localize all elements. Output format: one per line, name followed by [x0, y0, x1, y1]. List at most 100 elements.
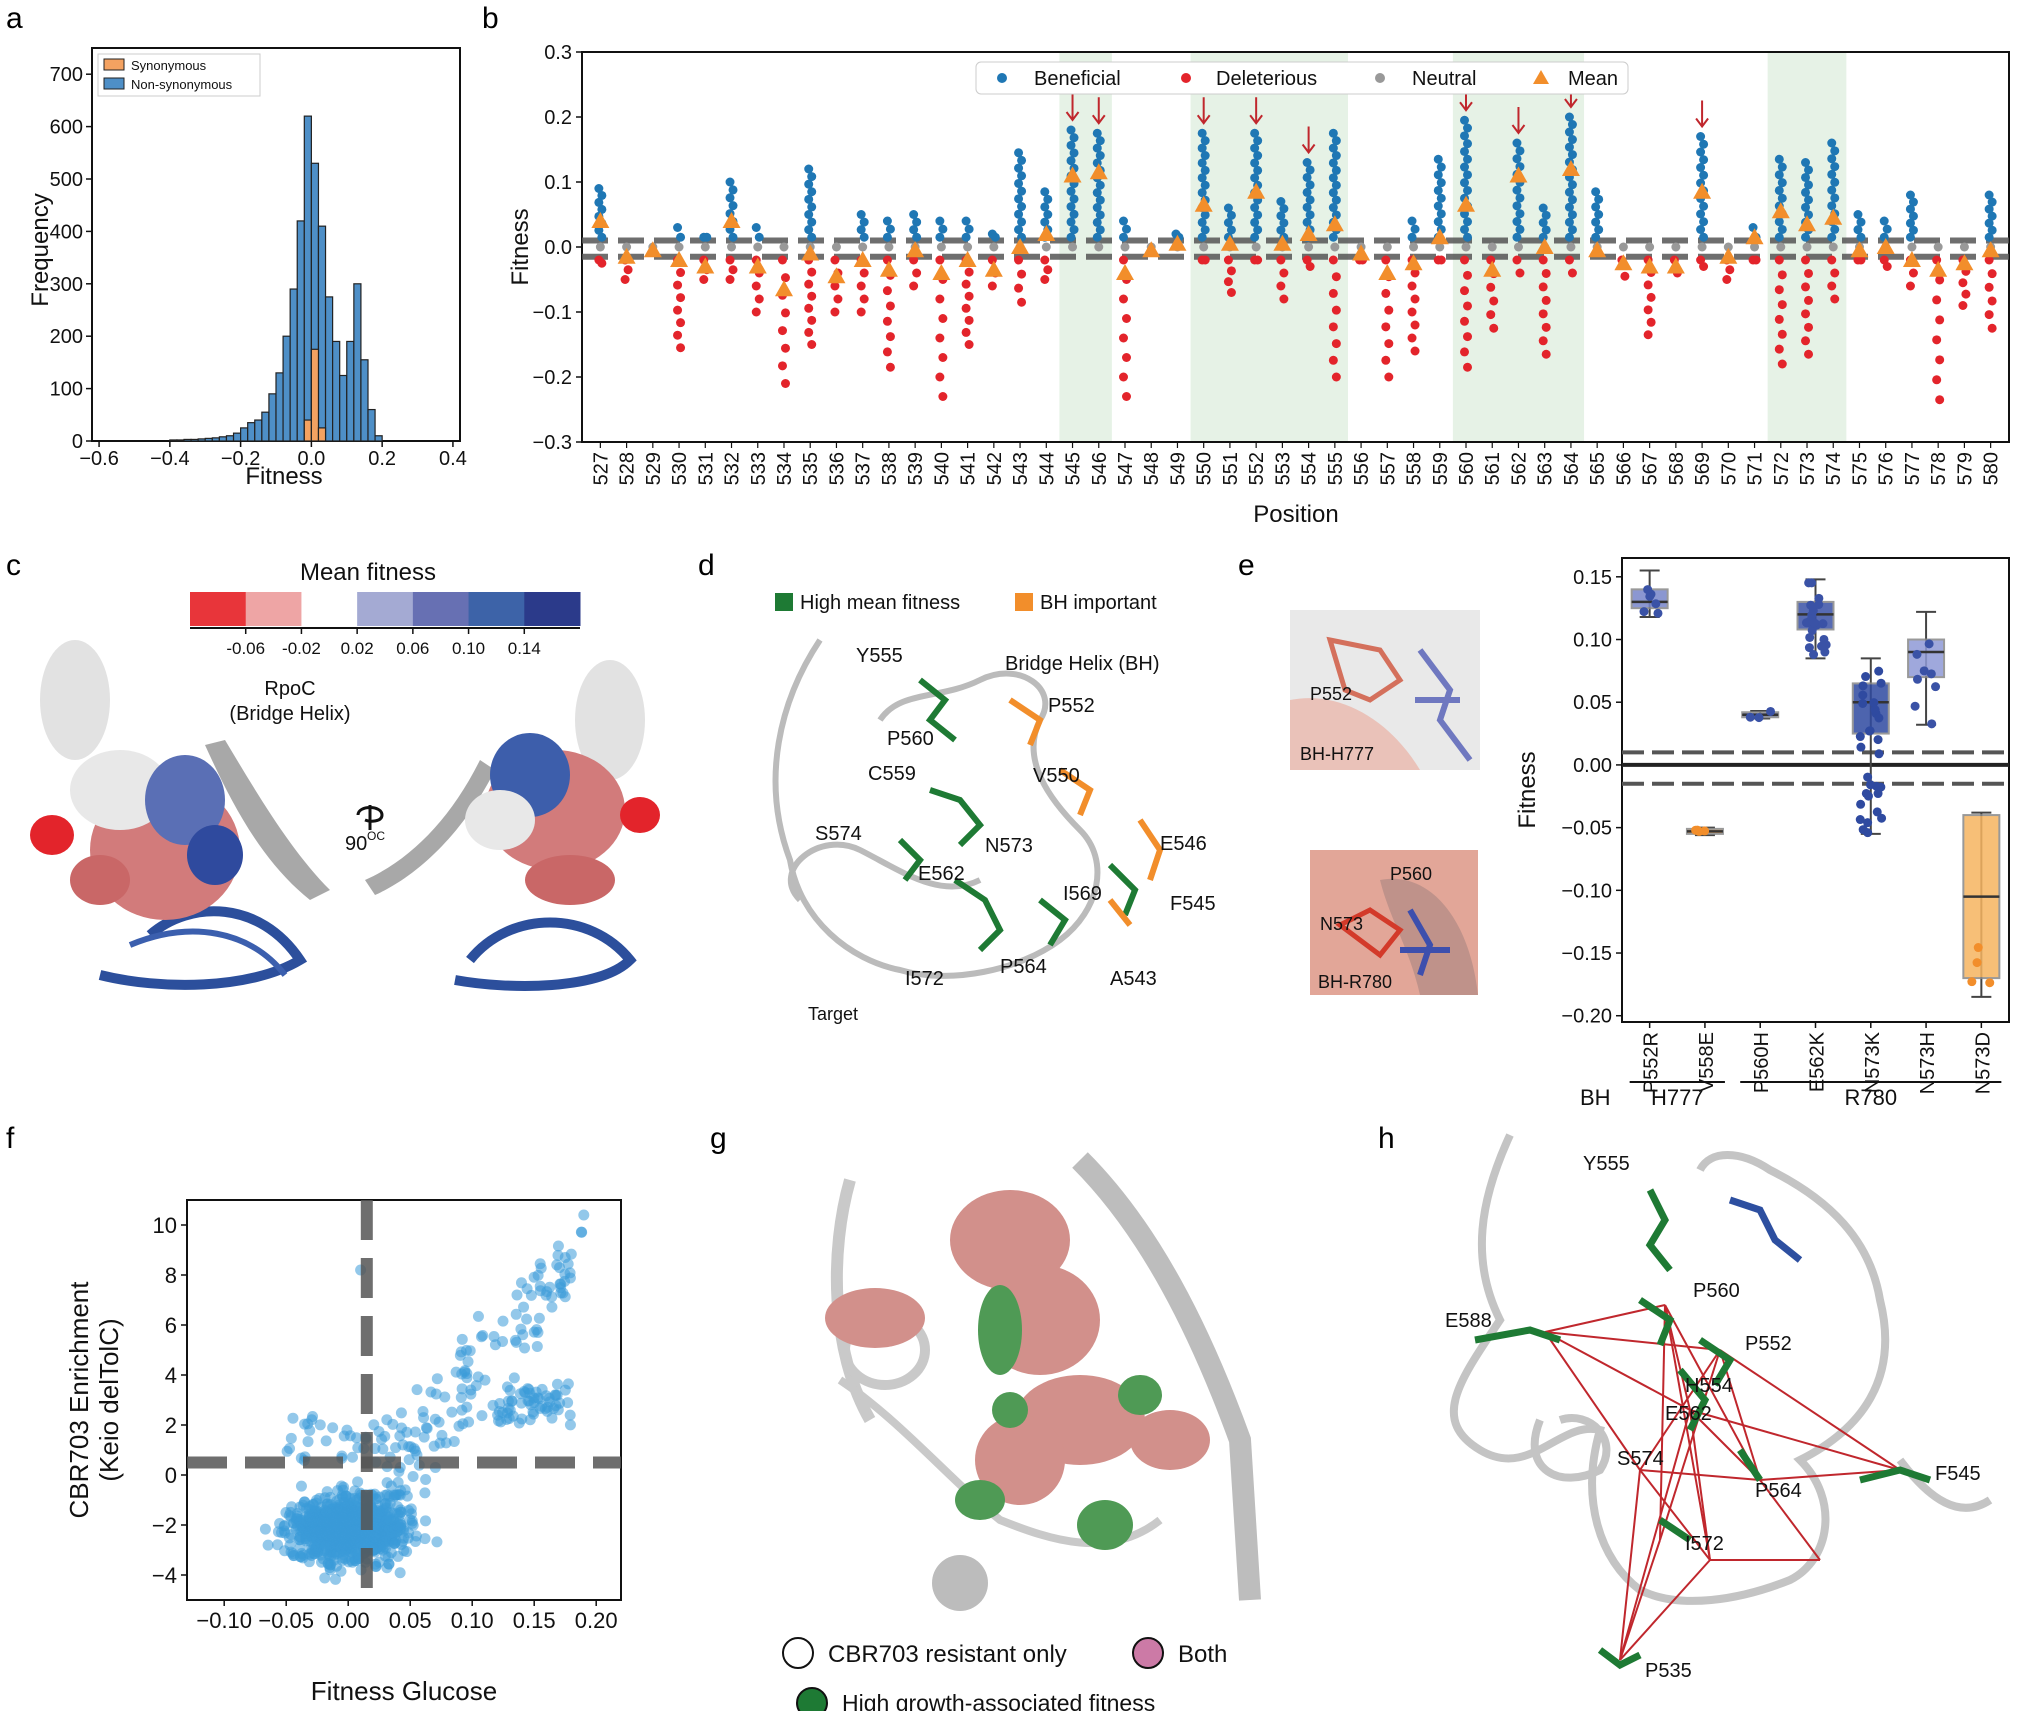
legend: Synonymous Non-synonymous [97, 53, 261, 97]
residue-label: P564 [1000, 956, 1047, 978]
bridge-helix-structure-panel: High mean fitness BH important Bridge He… [772, 592, 1216, 1024]
beneficial-point [1276, 211, 1286, 221]
scatter-point [519, 1342, 531, 1354]
inset-label: N573 [1320, 914, 1363, 934]
deleterious-point [1489, 323, 1499, 333]
mean-marker [1273, 234, 1292, 251]
arrow-head [1249, 114, 1263, 125]
deleterious-point [673, 330, 683, 340]
deleterious-point [964, 267, 974, 277]
scatter-point [308, 1540, 320, 1552]
scatter-point [550, 1389, 562, 1401]
contact-line [1544, 1304, 1666, 1333]
residue-label: H554 [1685, 1375, 1733, 1397]
beneficial-point [807, 172, 817, 182]
beneficial-point [1567, 120, 1577, 130]
beneficial-point [1331, 151, 1341, 161]
beneficial-point [1987, 211, 1997, 221]
deleterious-point [964, 315, 974, 325]
beneficial-point [1328, 173, 1338, 183]
beneficial-point [728, 185, 738, 195]
data-point [1856, 799, 1866, 809]
beneficial-point [1302, 217, 1312, 227]
deleterious-point [1121, 353, 1131, 362]
data-point [1856, 742, 1866, 752]
legend-swatch-high-fitness [775, 593, 793, 611]
scatter-point [393, 1465, 405, 1477]
beneficial-point [1328, 188, 1338, 198]
beneficial-point [1905, 190, 1915, 200]
mean-marker [1063, 166, 1082, 183]
beneficial-point [1223, 218, 1233, 228]
beneficial-point [1017, 186, 1027, 196]
x-tick-label: −0.05 [258, 1608, 314, 1633]
beneficial-point [1014, 225, 1024, 235]
beneficial-point [935, 216, 945, 226]
beneficial-point [1774, 185, 1784, 195]
mean-marker [722, 212, 741, 228]
beneficial-point [1328, 232, 1338, 242]
beneficial-point [1699, 139, 1709, 149]
scatter-point [350, 1509, 362, 1521]
beneficial-point [1777, 224, 1787, 234]
scatter-point [578, 1209, 590, 1221]
x-tick-label: 567 [1640, 452, 1662, 485]
y-tick-label: 300 [50, 274, 83, 296]
colorbar-segment [524, 592, 581, 626]
y-tick-label: −0.15 [1561, 943, 1612, 965]
mean-marker [1876, 238, 1895, 254]
beneficial-point [1908, 211, 1918, 221]
neutral-point [1828, 242, 1838, 252]
data-point [1866, 780, 1876, 790]
scatter-point [551, 1378, 563, 1390]
beneficial-point [804, 179, 814, 189]
scatter-point [521, 1313, 533, 1325]
residue-label: P552 [1048, 695, 1095, 717]
beneficial-point [754, 232, 764, 242]
beneficial-point [1777, 162, 1787, 172]
beneficial-point [1801, 232, 1811, 242]
y-tick-label: 6 [165, 1313, 177, 1338]
x-tick-label: 533 [748, 452, 770, 485]
mean-marker [1955, 254, 1974, 271]
beneficial-point [882, 232, 892, 242]
beneficial-point [1564, 217, 1574, 227]
deleterious-point [1777, 329, 1787, 339]
scatter-point [517, 1329, 529, 1341]
residue-label: F545 [1935, 1463, 1981, 1485]
deleterious-point [1908, 268, 1918, 278]
beneficial-point [1095, 195, 1105, 205]
scatter-point [555, 1282, 567, 1294]
scatter-point [502, 1402, 514, 1414]
legend: Beneficial Deleterious Neutral Mean [975, 61, 1629, 95]
beneficial-point [1699, 217, 1709, 227]
data-point [1872, 807, 1882, 817]
data-point [1651, 599, 1661, 609]
beneficial-point [1699, 170, 1709, 180]
x-tick-label: 559 [1430, 452, 1452, 485]
data-point [1926, 669, 1936, 679]
x-tick-label: 578 [1928, 452, 1950, 485]
data-point [1805, 632, 1815, 642]
neutral-point [1776, 242, 1786, 252]
scatter-point [431, 1373, 443, 1385]
residue-label: F545 [1170, 893, 1216, 915]
deleterious-point [856, 281, 866, 291]
beneficial-point [1433, 154, 1443, 164]
histogram-bar [346, 340, 355, 442]
scatter-point [575, 1226, 587, 1238]
beneficial-point [1069, 148, 1079, 158]
y-axis-label: Fitness [1514, 751, 1541, 828]
beneficial-point [1328, 203, 1338, 213]
scatter-point [303, 1511, 315, 1523]
data-point [1643, 585, 1653, 595]
x-tick-label: 573 [1797, 452, 1819, 485]
group-label: R780 [1844, 1085, 1897, 1110]
beneficial-point [1014, 178, 1024, 188]
scatter-point [379, 1430, 391, 1442]
x-tick-label: 531 [695, 452, 717, 485]
x-tick-label: 0.20 [575, 1608, 618, 1633]
scatter-point [418, 1431, 430, 1443]
deleterious-point [859, 268, 869, 278]
beneficial-point [807, 202, 817, 212]
